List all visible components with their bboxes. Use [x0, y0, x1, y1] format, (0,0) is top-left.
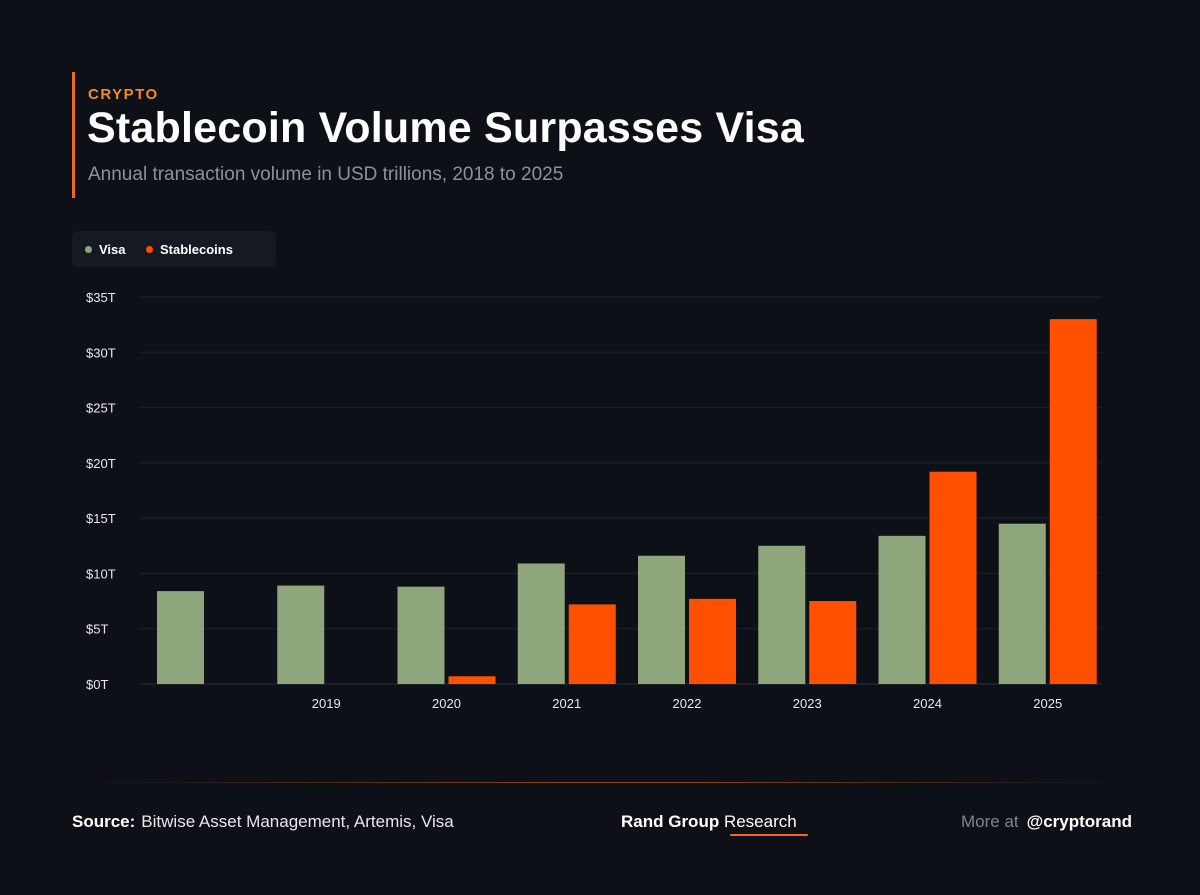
x-tick-label: 2024 — [913, 696, 942, 711]
category-label: CRYPTO — [88, 86, 159, 103]
page-subtitle: Annual transaction volume in USD trillio… — [88, 164, 564, 185]
x-tick-label: 2019 — [312, 696, 341, 711]
legend-dot-visa — [85, 245, 92, 253]
brand-mark: Rand Group Research — [621, 812, 797, 832]
source-text: Bitwise Asset Management, Artemis, Visa — [141, 812, 454, 831]
bar-stablecoins-2022 — [689, 598, 736, 684]
y-tick-label: $0T — [86, 677, 108, 692]
legend-dot-stablecoins — [146, 245, 153, 253]
bar-visa-2018 — [157, 591, 204, 684]
bar-visa-2023 — [758, 545, 806, 684]
bar-visa-2022 — [638, 555, 685, 684]
bar-visa-2020 — [397, 586, 445, 684]
x-tick-label: 2025 — [1033, 696, 1062, 711]
more-at-line: More at @cryptorand — [961, 812, 1132, 832]
y-tick-label: $10T — [86, 566, 116, 581]
y-tick-label: $15T — [86, 511, 116, 526]
x-tick-label: 2022 — [673, 696, 702, 711]
brand-suffix: Research — [723, 812, 797, 831]
brand-name: Rand Group — [621, 812, 720, 831]
chart-legend: Visa Stablecoins — [72, 231, 276, 267]
x-tick-label: 2021 — [552, 696, 581, 711]
y-tick-label: $25T — [86, 401, 116, 416]
y-tick-label: $20T — [86, 456, 116, 471]
more-at-label: More at — [960, 812, 1019, 831]
brand-underline — [730, 834, 808, 836]
bar-stablecoins-2020 — [448, 676, 496, 684]
legend-item-stablecoins: Stablecoins — [146, 231, 233, 267]
social-handle-link[interactable]: @cryptorand — [1026, 812, 1132, 831]
bar-stablecoins-2024 — [929, 471, 977, 684]
y-tick-label: $30T — [86, 345, 116, 360]
legend-label-stablecoins: Stablecoins — [160, 241, 233, 257]
bar-visa-2019 — [277, 585, 325, 684]
bar-visa-2021 — [517, 563, 565, 684]
x-tick-label: 2020 — [432, 696, 461, 711]
header-block: CRYPTO Stablecoin Volume Surpasses Visa … — [72, 72, 804, 198]
bar-stablecoins-2021 — [568, 604, 616, 684]
footer-divider — [84, 782, 1118, 783]
source-label: Source: — [72, 812, 136, 831]
bar-stablecoins-2023 — [809, 601, 857, 684]
source-line: Source: Bitwise Asset Management, Artemis… — [72, 812, 454, 832]
bar-stablecoins-2025 — [1049, 319, 1097, 684]
y-tick-label: $5T — [86, 622, 108, 637]
page-title: Stablecoin Volume Surpasses Visa — [87, 104, 804, 152]
bar-visa-2024 — [878, 535, 926, 684]
legend-label-visa: Visa — [99, 241, 126, 257]
x-tick-label: 2023 — [793, 696, 822, 711]
bar-visa-2025 — [998, 523, 1046, 684]
legend-item-visa: Visa — [85, 231, 126, 267]
y-tick-label: $35T — [86, 290, 116, 305]
